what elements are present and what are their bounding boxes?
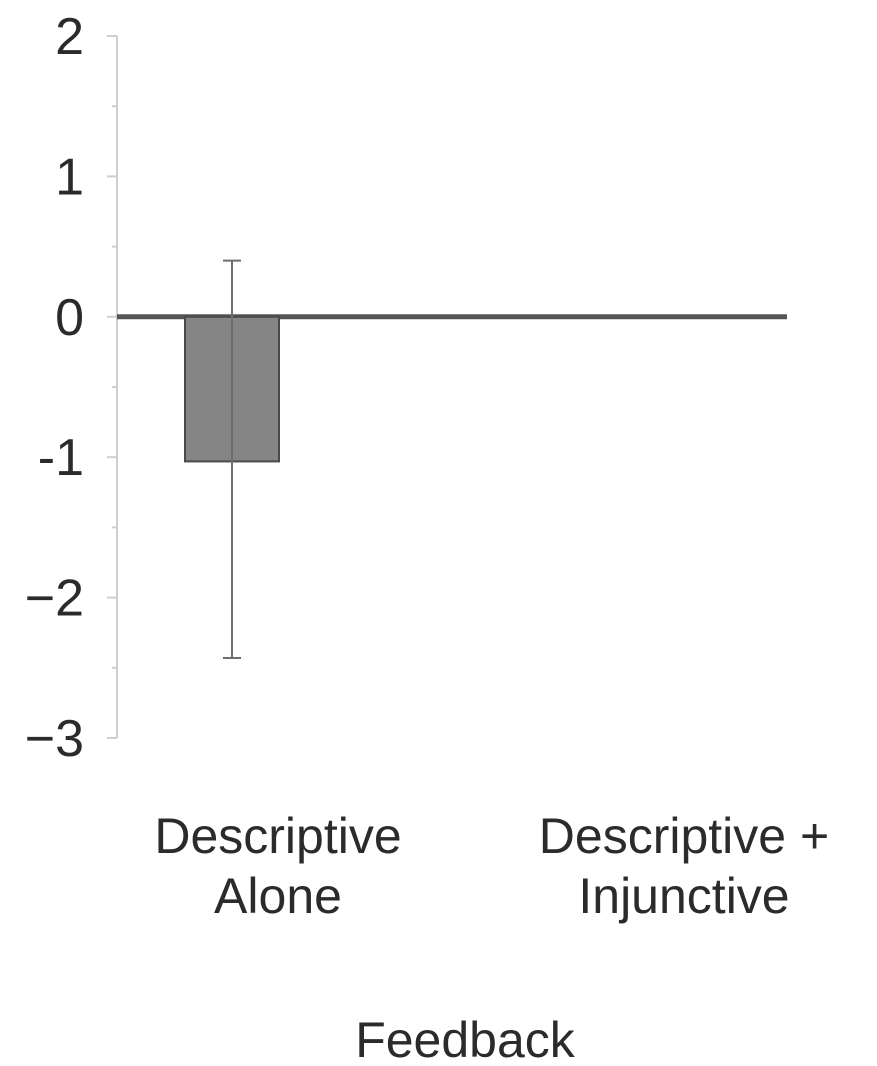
x-axis-title: Feedback xyxy=(355,1012,576,1066)
x-category-label: Descriptive + xyxy=(539,808,829,864)
y-tick-label: 2 xyxy=(55,8,84,66)
y-tick-label: −3 xyxy=(25,710,84,768)
x-category-label: Injunctive xyxy=(578,868,789,924)
y-tick-label: 1 xyxy=(55,148,84,206)
y-tick-label: 0 xyxy=(55,289,84,347)
y-tick-label: -1 xyxy=(38,429,84,487)
x-category-label: Descriptive xyxy=(154,808,401,864)
y-tick-label: −2 xyxy=(25,570,84,628)
chart-error-bars xyxy=(223,259,241,659)
x-category-label: Alone xyxy=(214,868,342,924)
y-tick-labels: 2 1 0 -1 −2 −3 xyxy=(25,8,84,768)
